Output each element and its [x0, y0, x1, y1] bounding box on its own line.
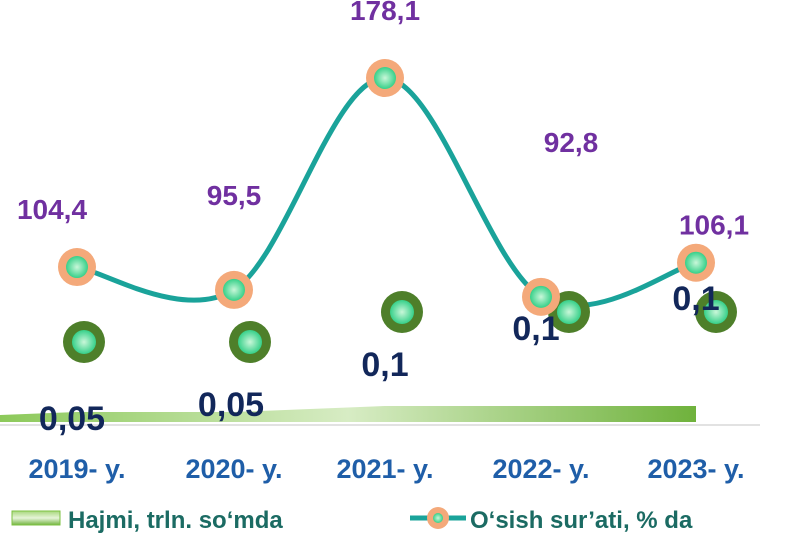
volume-data-label: 0,05 [39, 400, 105, 438]
legend-volume-label: Hajmi, trln. so‘mda [68, 507, 283, 534]
x-tick-label: 2019- y. [28, 454, 125, 484]
growth-marker-core [530, 285, 552, 308]
legend: Hajmi, trln. so‘mda O‘sish sur’ati, % da [11, 507, 693, 534]
growth-data-label: 104,4 [17, 194, 87, 225]
volume-data-label: 0,1 [361, 346, 408, 384]
x-tick-label: 2023- y. [647, 454, 744, 484]
growth-marker-core [66, 256, 88, 279]
growth-data-label: 178,1 [350, 0, 420, 26]
growth-series-line [74, 75, 699, 309]
volume-area [0, 406, 696, 422]
volume-marker-core [238, 330, 262, 354]
growth-marker-core [685, 251, 707, 274]
x-tick-label: 2020- y. [185, 454, 282, 484]
legend-growth-label: O‘sish sur’ati, % da [470, 507, 693, 534]
volume-data-label: 0,1 [512, 310, 559, 348]
x-tick-label: 2022- y. [492, 454, 589, 484]
growth-data-label: 95,5 [207, 180, 262, 211]
growth-data-label: 92,8 [544, 127, 599, 158]
legend-growth-marker-core [433, 513, 443, 523]
volume-marker-core [557, 300, 581, 324]
growth-data-label: 106,1 [679, 210, 749, 241]
volume-marker-core [704, 300, 728, 324]
legend-volume-swatch [11, 510, 61, 526]
volume-data-label: 0,1 [672, 280, 719, 318]
volume-marker-core [390, 300, 414, 324]
x-tick-label: 2021- y. [336, 454, 433, 484]
volume-marker-core [72, 330, 96, 354]
volume-data-label: 0,05 [198, 386, 264, 424]
growth-marker-core [223, 278, 245, 301]
growth-marker-core [374, 67, 396, 89]
